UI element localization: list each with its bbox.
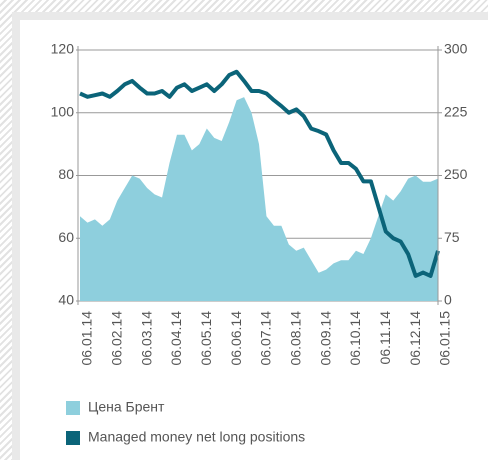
- y-tick-label: 40: [58, 292, 74, 308]
- x-tick-label: 06.02.14: [109, 311, 125, 366]
- x-tick-label: 06.05.14: [198, 311, 214, 366]
- legend-label: Managed money net long positions: [88, 429, 305, 445]
- x-tick-label: 06.10.14: [347, 311, 363, 366]
- y2-tick-label: 75: [444, 229, 460, 245]
- y2-tick-label: 250: [444, 166, 468, 182]
- y2-tick-label: 225: [444, 103, 468, 119]
- x-tick-label: 06.09.14: [317, 311, 333, 366]
- y-tick-label: 120: [51, 41, 75, 57]
- area: [80, 97, 438, 301]
- x-tick-label: 06.11.14: [377, 311, 393, 365]
- x-tick-label: 06.07.14: [258, 311, 274, 366]
- x-tick-label: 06.01.15: [437, 311, 453, 366]
- x-tick-label: 06.03.14: [138, 311, 154, 366]
- y-tick-label: 80: [58, 166, 74, 182]
- legend-swatch: [66, 431, 80, 445]
- y-tick-label: 100: [51, 103, 75, 119]
- x-tick-label: 06.04.14: [168, 311, 184, 366]
- y2-tick-label: 300: [444, 41, 468, 57]
- x-tick-label: 06.06.14: [228, 311, 244, 366]
- legend-label: Цена Брент: [88, 399, 165, 415]
- legend-swatch: [66, 401, 80, 415]
- y2-tick-label: 0: [444, 292, 452, 308]
- y-tick-label: 60: [58, 229, 74, 245]
- line: [79, 69, 440, 278]
- x-tick-label: 06.08.14: [288, 311, 304, 366]
- x-tick-label: 06.12.14: [407, 311, 423, 366]
- x-tick-label: 06.01.14: [79, 311, 95, 366]
